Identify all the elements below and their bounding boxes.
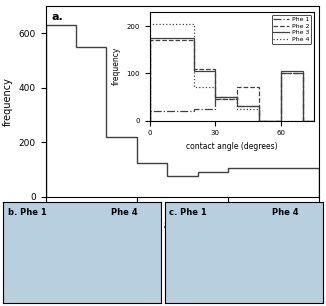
Y-axis label: frequency: frequency [3,77,13,126]
Text: Phe 4: Phe 4 [272,208,299,217]
Text: a.: a. [51,12,63,22]
Text: c. Phe 1: c. Phe 1 [170,208,207,217]
X-axis label: contact angle (degrees): contact angle (degrees) [124,221,241,231]
Text: Phe 4: Phe 4 [111,208,137,217]
Text: b. Phe 1: b. Phe 1 [8,208,47,217]
